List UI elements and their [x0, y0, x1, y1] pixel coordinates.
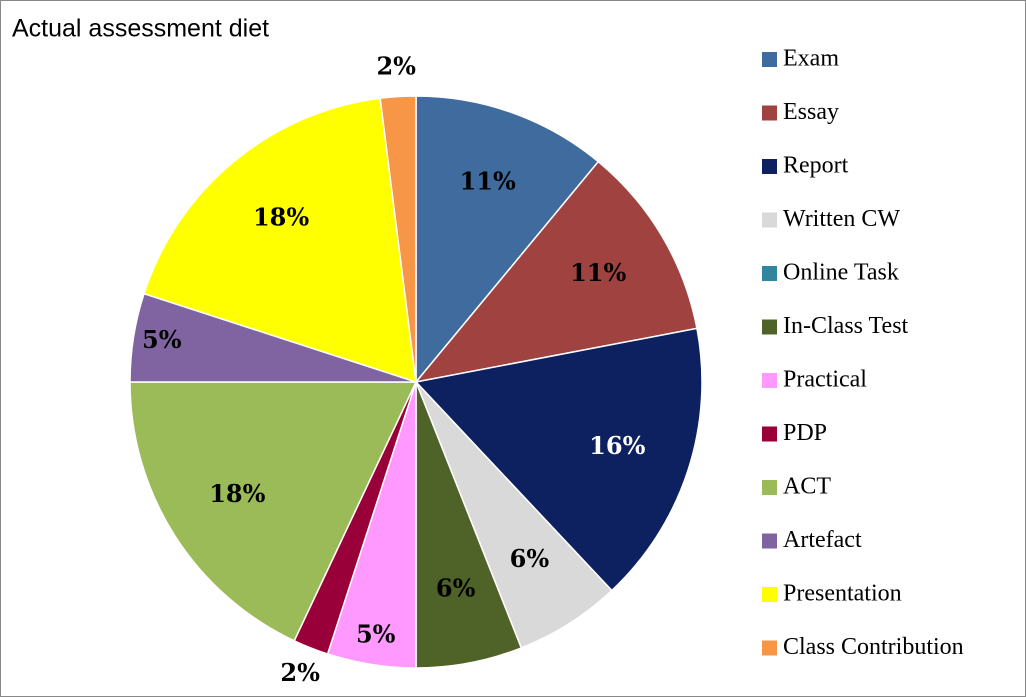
legend-swatch	[762, 212, 777, 228]
legend-label: Report	[783, 153, 849, 179]
data-label: 6%	[436, 573, 476, 602]
data-label: 11%	[460, 166, 516, 195]
legend-swatch	[762, 52, 777, 67]
data-label: 5%	[356, 620, 396, 649]
data-label: 16%	[589, 431, 645, 460]
pie-slice	[415, 95, 600, 385]
legend-label: PDP	[783, 420, 827, 446]
legend-label: In-Class Test	[783, 313, 909, 339]
legend-swatch	[762, 533, 777, 549]
legend-swatch	[762, 159, 777, 174]
legend-label: Written CW	[783, 206, 900, 232]
data-label: 18%	[209, 479, 265, 508]
legend-swatch	[762, 480, 777, 495]
legend-swatch	[762, 640, 777, 656]
legend-label: Online Task	[783, 260, 899, 286]
legend-swatch	[762, 266, 777, 281]
legend-label: Presentation	[783, 581, 902, 607]
legend-label: Artefact	[783, 527, 862, 553]
pie-slice	[379, 95, 417, 383]
pie-slice	[414, 327, 703, 592]
data-label: 2%	[376, 52, 416, 81]
legend-label: Exam	[783, 46, 839, 72]
legend-label: ACT	[783, 474, 831, 500]
legend-swatch	[762, 587, 777, 602]
legend-swatch	[762, 426, 777, 442]
pie-slice	[414, 160, 698, 384]
legend-label: Practical	[783, 367, 867, 393]
legend-swatch	[762, 319, 777, 335]
legend-swatch	[762, 105, 777, 121]
pie-slice	[129, 381, 418, 642]
legend-label: Essay	[783, 99, 839, 125]
pie-slice	[143, 97, 417, 384]
data-label: 5%	[142, 325, 182, 354]
data-label: 11%	[570, 258, 626, 287]
legend-swatch	[762, 373, 777, 388]
data-label: 18%	[253, 202, 309, 231]
data-label: 6%	[510, 544, 550, 573]
chart-title: Actual assessment diet	[12, 15, 269, 43]
legend-label: Class Contribution	[783, 634, 964, 660]
data-label: 2%	[280, 658, 320, 687]
